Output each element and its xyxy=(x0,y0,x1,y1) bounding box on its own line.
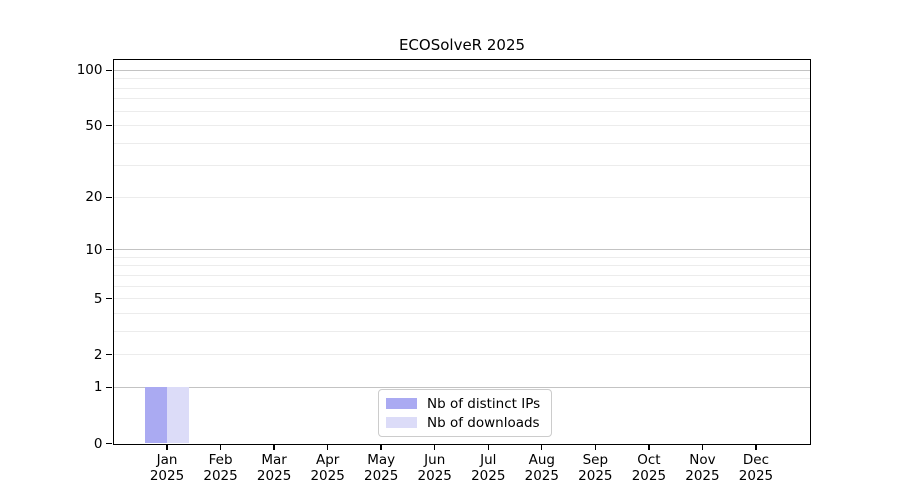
x-tick-label: Apr 2025 xyxy=(310,451,345,485)
legend-item-downloads: Nb of downloads xyxy=(386,414,544,431)
y-tick-label: 100 xyxy=(76,62,103,79)
y-gridline-minor xyxy=(113,87,810,89)
y-gridline-minor xyxy=(113,265,810,267)
bar-nb-of-distinct-ips-jan xyxy=(145,387,168,444)
plot-area: 0 1 2 5 10 20 50 100 Jan 2025 Feb 2025 Mar 2025 Apr… xyxy=(77,58,811,484)
y-gridline-minor xyxy=(113,78,810,80)
x-tick-label: Jul 2025 xyxy=(471,451,506,485)
legend-label-downloads: Nb of downloads xyxy=(427,414,540,431)
x-tick-label: Jan 2025 xyxy=(149,451,185,485)
x-tick-label: Sep 2025 xyxy=(578,451,613,485)
y-gridline-minor xyxy=(113,330,810,332)
bar-nb-of-downloads-jan xyxy=(167,387,190,444)
y-gridline-minor xyxy=(113,196,810,198)
y-gridline-major xyxy=(113,386,810,388)
legend-swatch-distinct-ips xyxy=(386,398,417,409)
y-tick-label: 10 xyxy=(85,241,103,258)
y-gridline-minor xyxy=(113,298,810,300)
y-tick-label: 50 xyxy=(85,117,103,134)
y-gridline-minor xyxy=(113,256,810,258)
y-gridline-minor xyxy=(113,125,810,127)
y-tick-label: 2 xyxy=(93,346,103,363)
y-gridline-minor xyxy=(113,110,810,112)
y-tick-mark xyxy=(105,125,112,127)
y-tick-mark xyxy=(105,297,112,300)
y-gridline-minor xyxy=(113,274,810,276)
legend: Nb of distinct IPs Nb of downloads xyxy=(378,389,552,437)
x-tick-mark xyxy=(594,445,597,450)
y-tick-label: 5 xyxy=(93,290,103,307)
x-tick-mark xyxy=(701,445,704,450)
legend-item-distinct-ips: Nb of distinct IPs xyxy=(386,395,544,412)
x-tick-label: Oct 2025 xyxy=(631,451,667,485)
y-tick-mark xyxy=(105,354,112,356)
x-tick-label: Aug 2025 xyxy=(524,451,559,485)
x-tick-label: Feb 2025 xyxy=(203,451,238,485)
x-tick-mark xyxy=(219,445,222,450)
y-tick-label: 0 xyxy=(93,435,103,452)
chart-title: ECOSolveR 2025 xyxy=(398,36,526,54)
x-tick-label: Mar 2025 xyxy=(256,451,292,485)
x-tick-label: Nov 2025 xyxy=(685,451,720,485)
x-tick-mark xyxy=(755,445,757,450)
x-tick-mark xyxy=(166,445,168,450)
y-gridline-minor xyxy=(113,312,810,314)
x-tick-mark xyxy=(541,445,543,450)
x-tick-label: May 2025 xyxy=(364,451,399,485)
x-tick-mark xyxy=(326,445,329,450)
y-gridline-minor xyxy=(113,354,810,356)
x-tick-label: Jun 2025 xyxy=(417,451,452,485)
x-tick-label: Dec 2025 xyxy=(738,451,774,485)
y-tick-mark xyxy=(105,442,112,445)
x-tick-mark xyxy=(273,445,275,450)
x-tick-mark xyxy=(434,445,436,450)
y-tick-mark xyxy=(105,69,112,72)
legend-swatch-downloads xyxy=(386,417,417,428)
x-tick-mark xyxy=(487,445,489,450)
y-tick-mark xyxy=(105,196,112,199)
y-tick-label: 20 xyxy=(85,189,103,206)
y-tick-mark xyxy=(105,248,112,251)
y-gridline-minor xyxy=(113,98,810,100)
y-gridline-minor xyxy=(113,285,810,287)
y-gridline-major xyxy=(113,69,810,71)
legend-label-distinct-ips: Nb of distinct IPs xyxy=(427,395,541,412)
y-tick-label: 1 xyxy=(93,379,103,396)
y-gridline-major xyxy=(113,249,810,251)
y-tick-mark xyxy=(105,386,112,389)
x-tick-mark xyxy=(380,445,382,450)
y-gridline-minor xyxy=(113,165,810,167)
x-tick-mark xyxy=(648,445,650,450)
y-gridline-minor xyxy=(113,142,810,144)
